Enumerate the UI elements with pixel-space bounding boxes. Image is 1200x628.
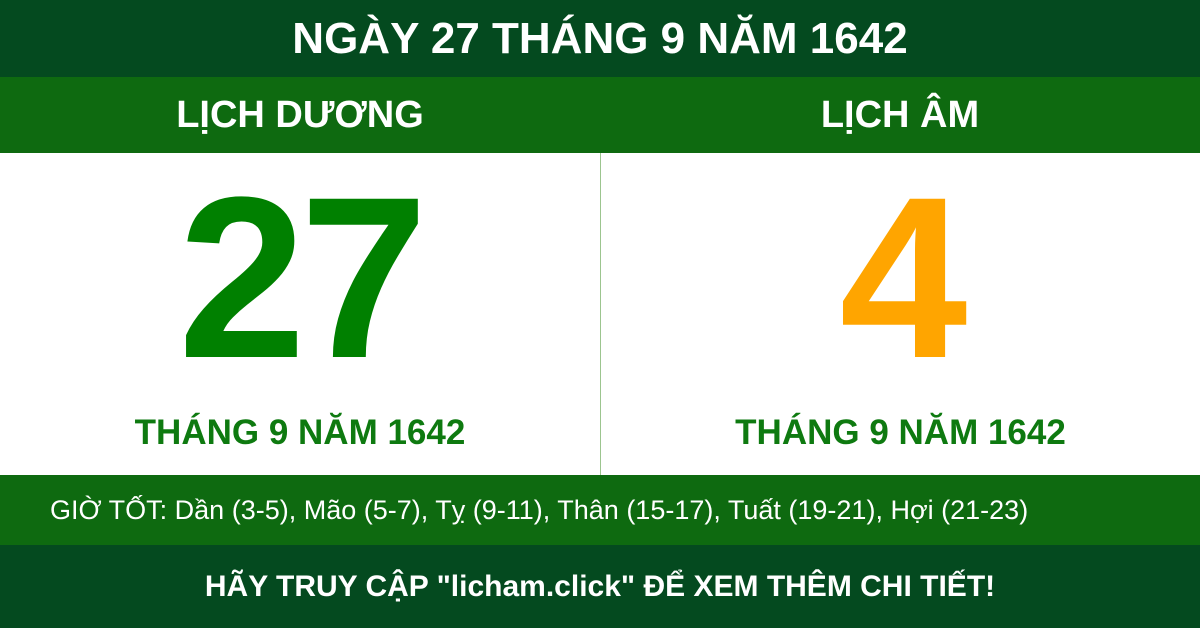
- solar-heading: LỊCH DƯƠNG: [176, 94, 424, 136]
- page-title: NGÀY 27 THÁNG 9 NĂM 1642: [0, 0, 1200, 77]
- lunar-month-year: THÁNG 9 NĂM 1642: [735, 413, 1066, 452]
- solar-panel: 27 THÁNG 9 NĂM 1642: [0, 153, 600, 475]
- lunar-heading: LỊCH ÂM: [820, 94, 980, 136]
- lunar-day: 4: [839, 153, 968, 406]
- good-hours: GIỜ TỐT: Dần (3-5), Mão (5-7), Tỵ (9-11)…: [50, 495, 1029, 525]
- solar-day: 27: [178, 153, 428, 406]
- calendar-headings: LỊCH DƯƠNG LỊCH ÂM: [0, 77, 1200, 153]
- lunar-panel: 4 THÁNG 9 NĂM 1642: [601, 153, 1200, 475]
- divider: [600, 153, 601, 475]
- footer-cta: HÃY TRUY CẬP "licham.click" ĐỂ XEM THÊM …: [0, 545, 1200, 628]
- solar-month-year: THÁNG 9 NĂM 1642: [134, 413, 466, 452]
- good-hours-bar: GIỜ TỐT: Dần (3-5), Mão (5-7), Tỵ (9-11)…: [0, 475, 1200, 545]
